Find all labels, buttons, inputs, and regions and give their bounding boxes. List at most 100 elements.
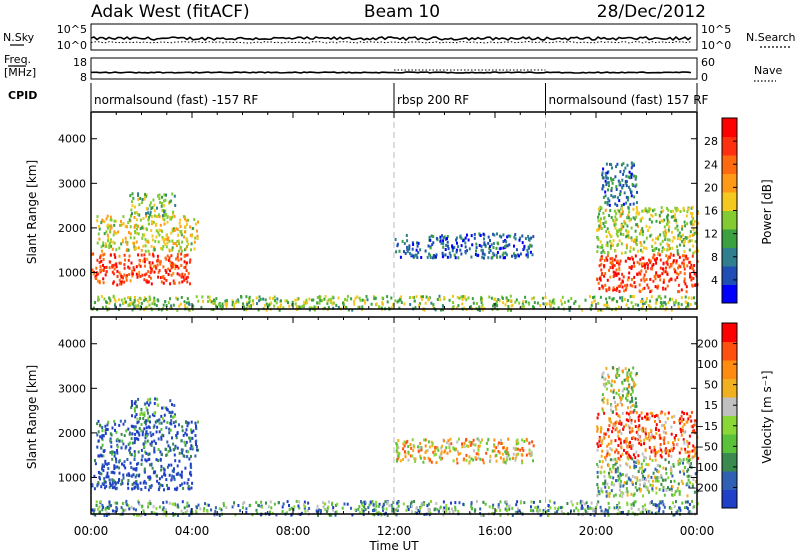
data-cell: [605, 303, 608, 307]
data-cell: [133, 441, 136, 445]
data-cell: [632, 295, 635, 299]
data-cell: [403, 302, 406, 306]
data-cell: [482, 256, 485, 260]
data-cell: [641, 233, 644, 237]
data-cell: [110, 440, 113, 444]
data-cell: [482, 500, 485, 504]
data-cell: [181, 451, 184, 455]
data-cell: [149, 463, 151, 467]
data-cell: [659, 305, 662, 309]
data-cell: [162, 245, 165, 248]
data-cell: [180, 296, 183, 299]
data-cell: [97, 430, 100, 434]
data-cell: [280, 299, 282, 303]
data-cell: [96, 215, 99, 219]
data-cell: [571, 503, 574, 507]
data-cell: [165, 233, 168, 237]
data-cell: [135, 265, 138, 269]
data-cell: [149, 271, 152, 275]
data-cell: [147, 453, 150, 457]
data-cell: [128, 432, 131, 436]
data-cell: [175, 227, 178, 231]
data-cell: [334, 513, 337, 517]
data-cell: [394, 299, 397, 303]
data-cell: [350, 297, 353, 301]
data-cell: [660, 482, 663, 486]
data-cell: [453, 246, 456, 249]
data-cell: [142, 259, 145, 263]
data-cell: [460, 295, 463, 299]
data-cell: [670, 507, 673, 511]
data-cell: [547, 513, 550, 517]
data-cell: [677, 438, 680, 442]
data-cell: [337, 296, 340, 300]
data-cell: [681, 482, 684, 486]
data-cell: [405, 508, 408, 512]
data-cell: [637, 428, 640, 432]
data-cell: [361, 305, 364, 309]
data-cell: [624, 179, 627, 183]
data-cell: [510, 308, 512, 312]
data-cell: [155, 430, 158, 434]
data-cell: [688, 248, 691, 252]
data-cell: [488, 505, 491, 509]
data-cell: [129, 451, 131, 454]
data-cell: [668, 279, 671, 283]
data-cell: [305, 298, 308, 302]
data-cell: [414, 457, 417, 461]
data-cell: [113, 297, 116, 301]
data-cell: [515, 248, 518, 252]
data-cell: [137, 486, 140, 490]
data-cell: [153, 402, 156, 405]
data-cell: [159, 483, 162, 487]
data-cell: [111, 470, 114, 474]
data-cell: [123, 273, 126, 277]
data-cell: [670, 210, 673, 214]
data-cell: [457, 245, 460, 249]
data-cell: [133, 236, 136, 240]
data-cell: [610, 163, 613, 166]
data-cell: [666, 221, 669, 225]
data-cell: [144, 486, 147, 489]
data-cell: [101, 463, 104, 467]
data-cell: [363, 505, 366, 509]
data-cell: [597, 412, 600, 416]
data-cell: [628, 176, 631, 180]
data-cell: [507, 508, 510, 512]
data-cell: [635, 465, 638, 469]
data-cell: [177, 513, 179, 517]
data-cell: [174, 424, 177, 428]
data-cell: [616, 196, 619, 200]
data-cell: [482, 232, 485, 236]
data-cell: [584, 510, 587, 513]
data-cell: [167, 450, 170, 453]
data-cell: [655, 432, 658, 436]
data-cell: [332, 301, 335, 305]
data-cell: [691, 254, 694, 258]
data-cell: [634, 254, 637, 258]
data-cell: [127, 304, 130, 307]
data-cell: [255, 501, 258, 504]
data-cell: [648, 455, 651, 459]
data-cell: [613, 258, 616, 262]
data-cell: [665, 488, 668, 492]
data-cell: [166, 408, 169, 412]
colorbar-tick-label: −100: [688, 461, 718, 474]
data-cell: [528, 441, 531, 445]
data-cell: [442, 242, 445, 246]
data-cell: [148, 415, 151, 419]
data-cell: [627, 509, 630, 513]
data-cell: [604, 456, 607, 460]
data-cell: [652, 471, 655, 475]
data-cell: [684, 500, 687, 504]
data-cell: [454, 256, 457, 260]
data-cell: [187, 478, 190, 482]
data-cell: [678, 457, 681, 461]
data-cell: [654, 452, 657, 456]
data-cell: [608, 296, 611, 300]
data-cell: [618, 482, 621, 486]
data-cell: [151, 206, 154, 210]
data-cell: [435, 502, 438, 505]
data-cell: [656, 414, 659, 418]
data-cell: [658, 253, 661, 257]
